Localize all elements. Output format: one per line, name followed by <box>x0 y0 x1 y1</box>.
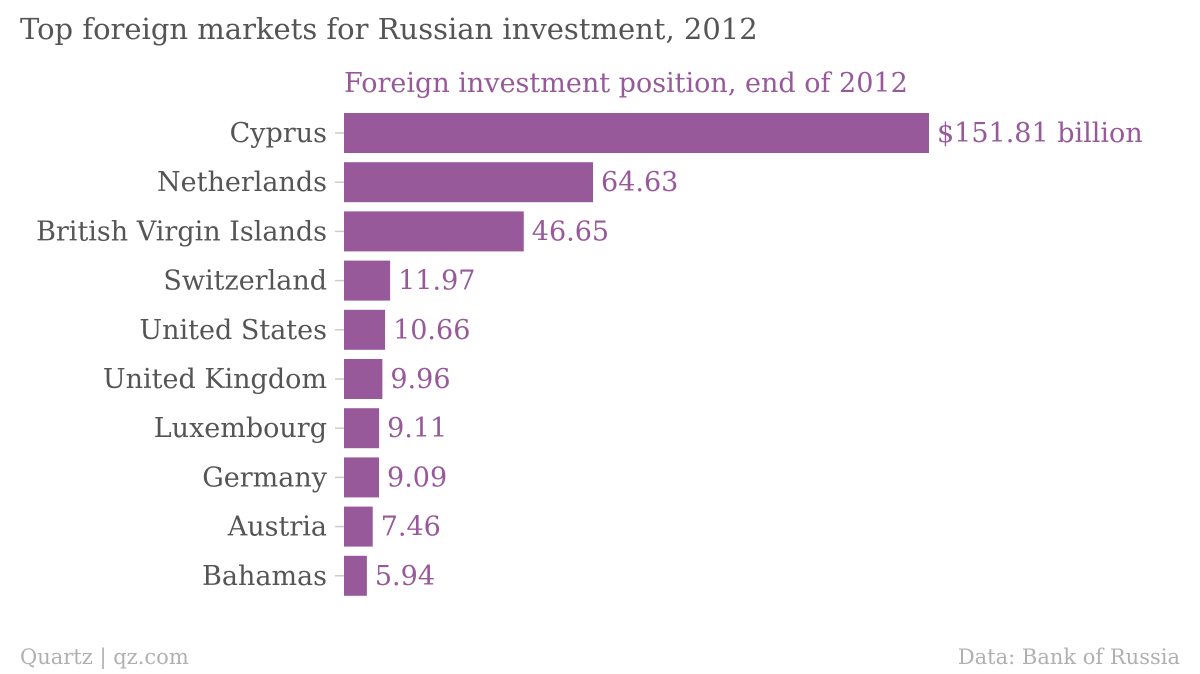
value-label: $151.81 billion <box>937 118 1143 149</box>
bar <box>344 162 594 203</box>
category-label: Netherlands <box>157 167 327 198</box>
category-label: Luxembourg <box>154 413 327 444</box>
value-label: 9.96 <box>390 364 450 395</box>
chart-title: Top foreign markets for Russian investme… <box>20 12 758 46</box>
footer-source-left: Quartz | qz.com <box>20 645 189 669</box>
category-label: Switzerland <box>163 266 327 297</box>
bar <box>344 113 929 153</box>
series-title: Foreign investment position, end of 2012 <box>344 68 908 99</box>
bar <box>344 260 391 301</box>
category-label: British Virgin Islands <box>36 216 327 247</box>
value-label: 10.66 <box>393 315 470 346</box>
bar <box>344 506 373 547</box>
category-label: Austria <box>227 512 327 543</box>
bar <box>344 555 367 596</box>
bars-layer: Cyprus $151.81 billion Netherlands 64.63 Bri… <box>36 113 1143 596</box>
category-label: Bahamas <box>202 561 327 592</box>
category-label: United States <box>139 315 327 346</box>
bar <box>344 211 524 252</box>
category-label: United Kingdom <box>103 364 327 395</box>
category-label: Germany <box>202 462 328 493</box>
bar <box>344 408 380 449</box>
footer-source-right: Data: Bank of Russia <box>957 645 1180 669</box>
bar <box>344 457 380 498</box>
value-label: 11.97 <box>398 266 475 297</box>
value-label: 9.11 <box>387 413 447 444</box>
category-label: Cyprus <box>230 118 327 149</box>
value-label: 7.46 <box>381 512 441 543</box>
bar <box>344 309 386 350</box>
value-label: 64.63 <box>601 167 678 198</box>
value-label: 46.65 <box>532 216 609 247</box>
value-label: 9.09 <box>387 462 447 493</box>
value-label: 5.94 <box>375 561 435 592</box>
bar <box>344 359 383 399</box>
